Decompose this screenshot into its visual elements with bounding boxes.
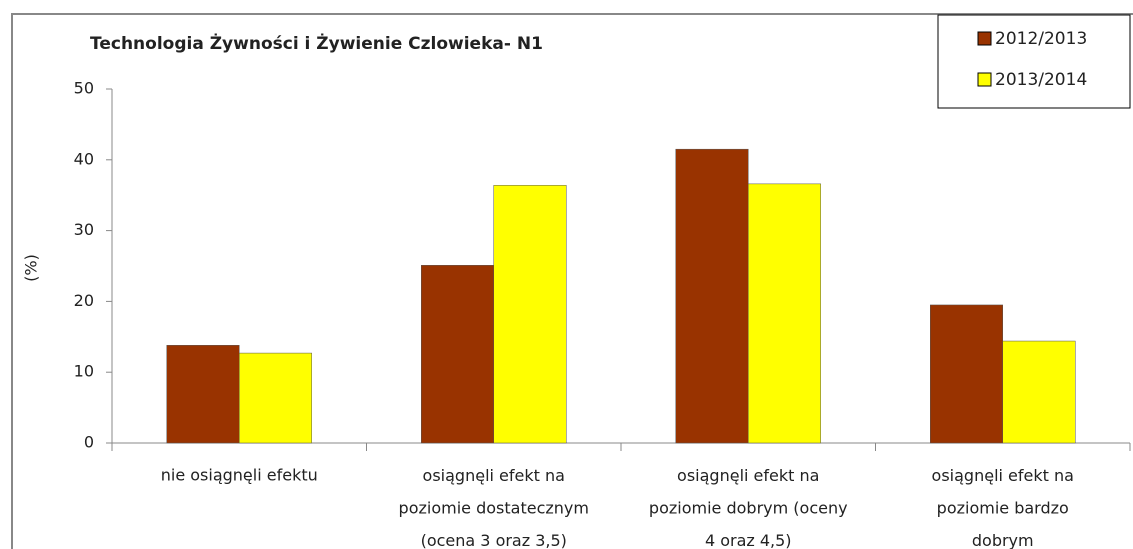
y-tick-label: 20	[74, 291, 94, 310]
y-tick-label: 10	[74, 362, 94, 381]
chart-title: Technologia Żywności i Żywienie Czlowiek…	[90, 32, 543, 54]
chart-frame	[11, 13, 1133, 549]
legend-swatch	[977, 31, 992, 46]
x-tick-label: osiągnęli efekt na poziomie dostatecznym(…	[399, 466, 589, 549]
y-tick-label: 40	[74, 149, 94, 168]
bar	[166, 345, 240, 444]
legend-label: 2012/2013	[995, 29, 1087, 49]
x-tick-label: osiągnęli efekt na poziomie bardzo dobrym	[932, 466, 1074, 549]
bar	[493, 185, 567, 444]
bar	[675, 148, 749, 444]
y-axis-label: (%)	[22, 254, 41, 282]
bar	[1002, 340, 1076, 444]
x-tick-label: nie osiągnęli efektu	[161, 466, 318, 485]
legend-box	[937, 14, 1131, 109]
legend-swatch	[977, 72, 992, 87]
bar	[748, 183, 821, 444]
bar	[930, 304, 1003, 444]
legend-label: 2013/2014	[995, 70, 1087, 90]
y-tick-label: 0	[84, 433, 94, 452]
x-tick-label: osiągnęli efekt na poziomie dobrym (oceny…	[649, 466, 848, 549]
y-tick-label: 50	[74, 79, 94, 98]
bar	[421, 265, 494, 444]
y-tick-label: 30	[74, 220, 94, 239]
bar	[239, 352, 312, 444]
